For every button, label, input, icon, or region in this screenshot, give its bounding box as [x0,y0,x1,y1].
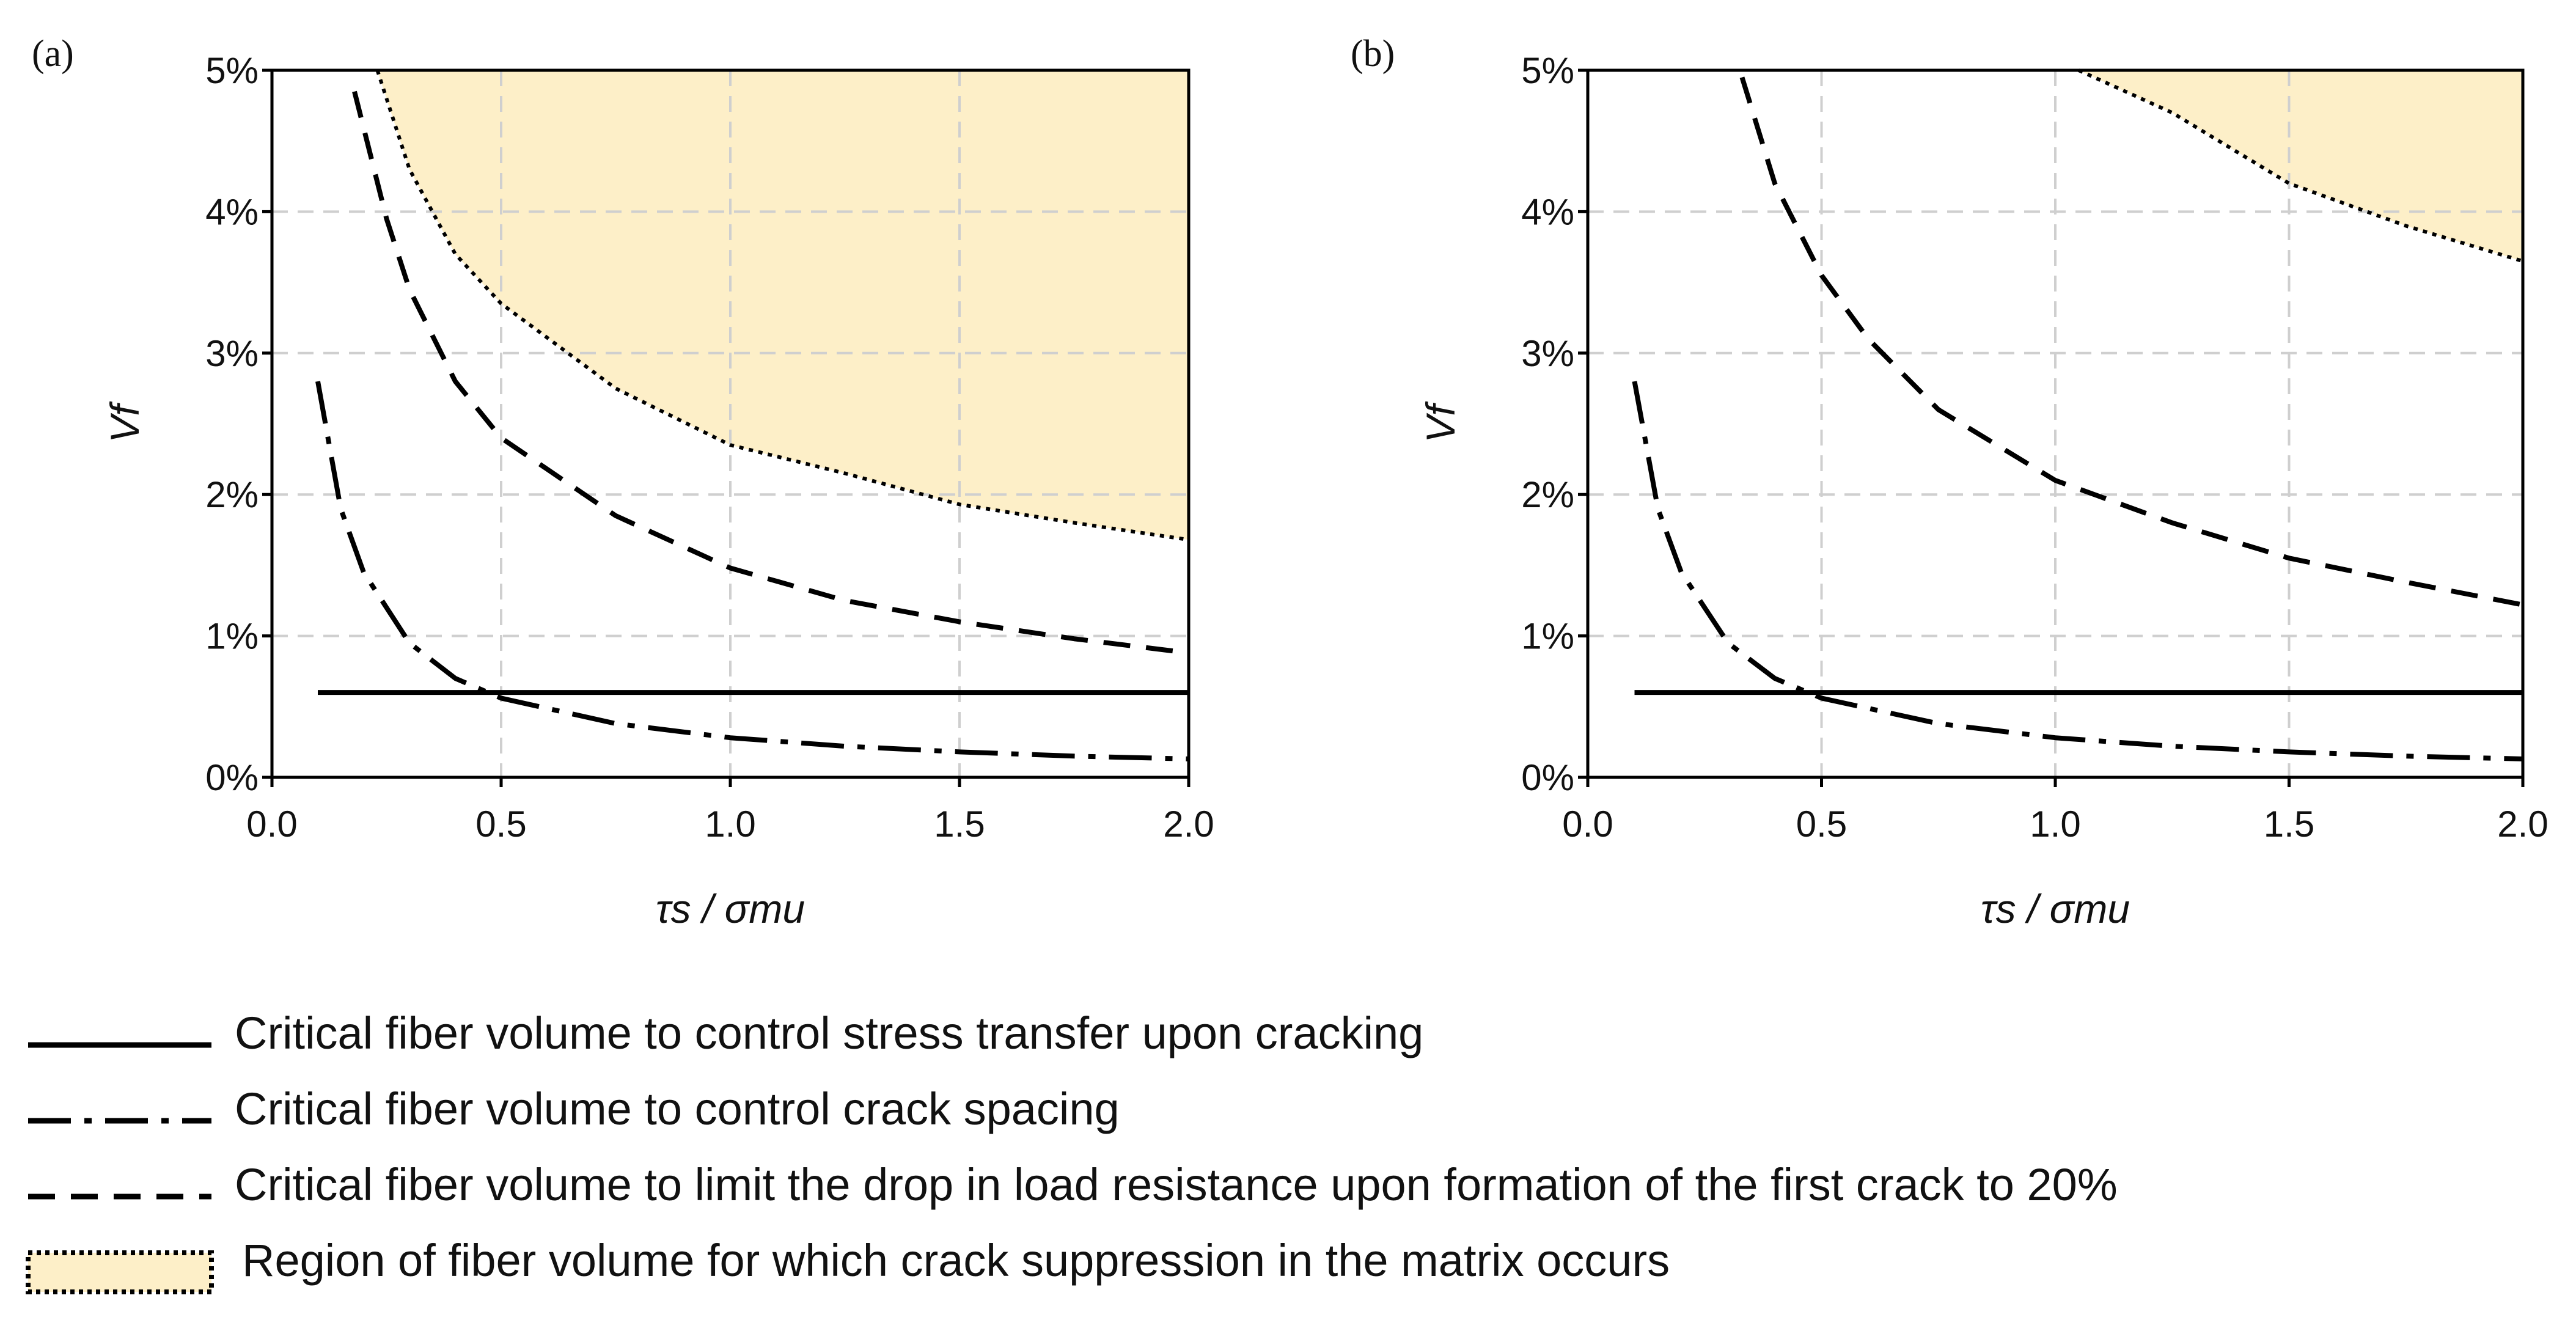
panel-a: 0.0 0.5 1.0 1.5 2.0 0% 1% 2% 3% 4% 5% τs / σmu Vf (a) [32,33,1214,931]
y-axis-label: Vf [102,401,147,443]
series-line-dashdot [315,381,1189,761]
y-tick-label: 5% [205,50,259,91]
y-tick-label: 3% [205,333,259,374]
y-tick-label: 4% [205,191,259,232]
x-tick-label: 0.0 [1562,804,1613,845]
y-tick-label: 2% [205,474,259,515]
legend-label: Critical fiber volume to control stress … [235,1008,1423,1058]
legend-label: Region of fiber volume for which crack s… [242,1235,1670,1286]
suppression-region [377,70,1189,540]
series-line-dotted-region [375,70,1189,542]
y-tick-label: 1% [205,616,259,657]
series-line-dashdot [1632,381,2523,761]
x-tick-label: 1.0 [2030,804,2080,845]
panel-b: 0.0 0.5 1.0 1.5 2.0 0% 1% 2% 3% 4% 5% τs / σmu Vf (b) [1351,33,2548,931]
y-tick-label: 0% [205,757,259,798]
x-axis-label: τs / σmu [656,886,805,931]
legend-swatch-region [26,1250,214,1294]
x-axis-label: τs / σmu [1981,886,2130,931]
panel-label: (b) [1351,33,1395,75]
x-tick-label: 1.5 [2264,804,2314,845]
x-tick-label: 0.0 [246,804,297,845]
series-line-dotted-region [2078,68,2523,263]
y-axis-label: Vf [1418,401,1463,443]
series-line-dashed [352,90,1189,656]
y-tick-label: 1% [1521,616,1574,657]
y-tick-label: 0% [1521,757,1574,798]
legend-label: Critical fiber volume to control crack s… [235,1084,1120,1134]
panel-label: (a) [32,33,74,75]
series-line-dashed [1739,76,2523,607]
x-tick-label: 2.0 [2497,804,2548,845]
y-tick-label: 4% [1521,191,1574,232]
x-tick-label: 0.5 [1796,804,1847,845]
y-tick-label: 5% [1521,50,1574,91]
legend-label: Critical fiber volume to limit the drop … [235,1159,2118,1210]
y-tick-label: 3% [1521,333,1574,374]
x-tick-label: 0.5 [475,804,526,845]
legend: Critical fiber volume to control stress … [26,1008,2118,1294]
x-tick-label: 1.0 [705,804,755,845]
suppression-region [2079,70,2523,262]
x-tick-label: 1.5 [934,804,985,845]
y-tick-label: 2% [1521,474,1574,515]
x-tick-label: 2.0 [1163,804,1214,845]
